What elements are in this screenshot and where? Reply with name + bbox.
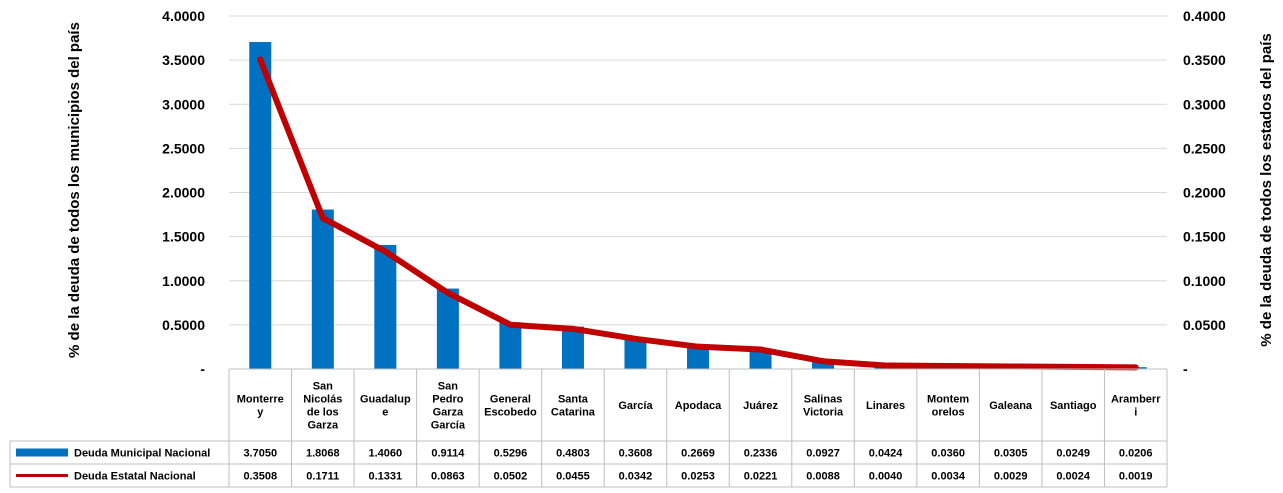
category-label: Linares bbox=[866, 400, 905, 412]
data-label: 0.0221 bbox=[744, 471, 778, 483]
right-tick-label: - bbox=[1183, 361, 1188, 377]
category-label: Santa Catarina bbox=[551, 394, 596, 419]
bar bbox=[812, 360, 835, 369]
category-label: General Escobedo bbox=[484, 394, 537, 419]
right-axis-ticks: - 0.0500 0.1000 0.1500 0.2000 0.2500 0.3000 0.3… bbox=[1183, 8, 1226, 377]
category-label: Montem orelos bbox=[927, 394, 969, 419]
category-label: García bbox=[618, 400, 653, 412]
data-label: 0.4803 bbox=[556, 448, 590, 460]
left-tick-label: 0.5000 bbox=[162, 317, 205, 333]
left-tick-label: - bbox=[200, 361, 205, 377]
data-label: 0.2669 bbox=[681, 448, 715, 460]
gridlines bbox=[229, 15, 1167, 370]
bar bbox=[561, 326, 584, 369]
data-label: 0.0019 bbox=[1119, 471, 1153, 483]
legend-label: Deuda Municipal Nacional bbox=[74, 448, 210, 460]
category-label: Santiago bbox=[1050, 400, 1097, 412]
right-tick-label: 0.1000 bbox=[1183, 273, 1226, 289]
data-label: 0.3608 bbox=[619, 448, 653, 460]
line-series-estatal bbox=[257, 56, 1139, 371]
data-label: 0.0253 bbox=[681, 471, 715, 483]
category-label: San Nicolás de los Garza bbox=[303, 381, 342, 432]
bar-series-municipal bbox=[249, 42, 1147, 369]
data-label: 0.0305 bbox=[994, 448, 1028, 460]
data-label: 0.0206 bbox=[1119, 448, 1153, 460]
data-label: 0.0502 bbox=[494, 471, 528, 483]
category-label: San Pedro Garza García bbox=[431, 381, 466, 432]
data-label: 0.0360 bbox=[931, 448, 965, 460]
bar bbox=[436, 288, 459, 369]
bar bbox=[249, 42, 272, 369]
data-label: 0.2336 bbox=[744, 448, 778, 460]
category-label: Apodaca bbox=[675, 400, 722, 412]
category-label: Juárez bbox=[743, 400, 778, 412]
left-tick-label: 3.0000 bbox=[162, 96, 205, 112]
data-label: 0.0088 bbox=[806, 471, 840, 483]
bar bbox=[311, 209, 334, 369]
category-label: Guadalup e bbox=[360, 394, 411, 419]
right-tick-label: 0.2000 bbox=[1183, 185, 1226, 201]
legend-key-bar bbox=[16, 448, 68, 457]
right-axis-label: % de la deuda de todos los estados del p… bbox=[1258, 33, 1275, 346]
data-label: 0.0424 bbox=[869, 448, 904, 460]
data-label: 0.3508 bbox=[243, 471, 277, 483]
left-axis-ticks: - 0.5000 1.0000 1.5000 2.0000 2.5000 3.0000 3.5… bbox=[162, 8, 205, 377]
right-tick-label: 0.0500 bbox=[1183, 317, 1226, 333]
data-label: 0.0029 bbox=[994, 471, 1028, 483]
left-tick-label: 1.0000 bbox=[162, 273, 205, 289]
right-tick-label: 0.3000 bbox=[1183, 96, 1226, 112]
category-label: Galeana bbox=[989, 400, 1033, 412]
data-label: 0.0034 bbox=[931, 471, 966, 483]
data-label: 0.0455 bbox=[556, 471, 590, 483]
data-label: 1.8068 bbox=[306, 448, 340, 460]
data-label: 0.9114 bbox=[431, 448, 465, 460]
data-label: 0.5296 bbox=[494, 448, 528, 460]
data-table: Monterre y San Nicolás de los Garza Guadalup e S… bbox=[9, 368, 1168, 488]
left-tick-label: 2.0000 bbox=[162, 185, 205, 201]
category-label: Salinas Victoria bbox=[803, 394, 844, 419]
bar bbox=[499, 322, 522, 369]
data-label: 0.0249 bbox=[1056, 448, 1090, 460]
right-tick-label: 0.4000 bbox=[1183, 8, 1226, 24]
data-label: 0.0342 bbox=[619, 471, 653, 483]
data-label: 3.7050 bbox=[243, 448, 277, 460]
right-tick-label: 0.3500 bbox=[1183, 52, 1226, 68]
left-axis-label: % de la deuda de todos los municipios de… bbox=[66, 22, 83, 358]
right-tick-label: 0.2500 bbox=[1183, 140, 1226, 156]
left-tick-label: 3.5000 bbox=[162, 52, 205, 68]
data-label: 0.0927 bbox=[806, 448, 840, 460]
data-label: 0.0040 bbox=[869, 471, 903, 483]
data-label: 0.0863 bbox=[431, 471, 465, 483]
legend-label: Deuda Estatal Nacional bbox=[74, 471, 196, 483]
left-tick-label: 4.0000 bbox=[162, 8, 205, 24]
bar bbox=[374, 244, 397, 369]
data-label: 0.1331 bbox=[369, 471, 403, 483]
data-label: 0.1711 bbox=[306, 471, 339, 483]
category-label: Aramberr i bbox=[1111, 394, 1161, 419]
right-tick-label: 0.1500 bbox=[1183, 229, 1226, 245]
left-tick-label: 1.5000 bbox=[162, 229, 205, 245]
data-label: 1.4060 bbox=[369, 448, 403, 460]
category-label: Monterre y bbox=[237, 394, 284, 419]
bar bbox=[687, 345, 709, 369]
left-tick-label: 2.5000 bbox=[162, 140, 205, 156]
data-label: 0.0024 bbox=[1056, 471, 1091, 483]
bar bbox=[624, 337, 647, 369]
